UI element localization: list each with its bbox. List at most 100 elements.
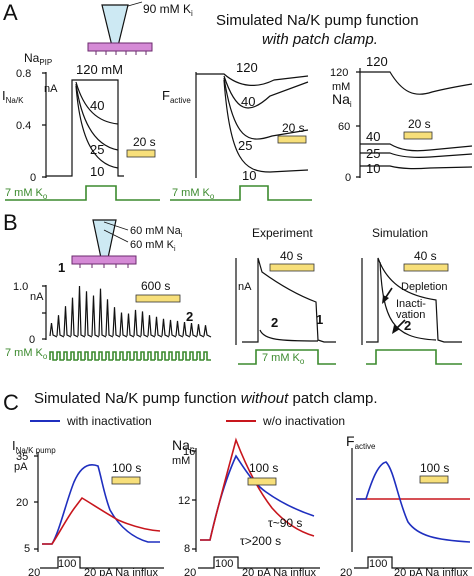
c2-protocol-a: 20: [184, 567, 196, 576]
b1-ytick: 0: [29, 334, 35, 346]
b3-trace-2: [379, 261, 437, 341]
c1-ytick: 5: [24, 543, 30, 555]
c2-ylabel: Nai: [172, 437, 192, 455]
b1-protocol-pulse: [154, 351, 162, 361]
c1-ylabel: INa/K pump: [12, 438, 56, 455]
b3-annot-inactivation2: vation: [396, 309, 425, 321]
a1-trace-40: [75, 81, 119, 125]
b1-spike: [56, 315, 65, 338]
b1-protocol-pulse: [63, 351, 71, 361]
b1-spike: [126, 313, 135, 338]
a2-trace-10: [223, 79, 309, 173]
b1-protocol-pulse: [196, 351, 204, 361]
c1-protocol-b: 100: [58, 558, 76, 570]
a1-trace-25: [75, 83, 119, 151]
a1-trace-120: [46, 79, 124, 177]
a3-label-25: 25: [366, 146, 380, 161]
c1-scale-label: 100 s: [112, 461, 141, 475]
b1-spike-train: [49, 285, 212, 338]
c1-yunit: pA: [14, 461, 28, 473]
b2-scale-label: 40 s: [280, 249, 303, 263]
c-protocols: 20 100 20 pA Na influx 20 100 20 pA Na i…: [28, 556, 472, 576]
b3-annot-2: 2: [404, 318, 411, 333]
panel-c: C Simulated Na/K pump function without p…: [3, 390, 472, 576]
b1-spike: [49, 323, 58, 338]
a1-green-label: 7 mM Ko: [5, 187, 48, 201]
a1-axis: [42, 72, 47, 178]
b1-green-label: 7 mM Ko: [5, 347, 48, 361]
panel-a-letter: A: [3, 0, 18, 25]
pipette-icon-a: [87, 1, 153, 55]
b1-protocol-pulse: [133, 351, 141, 361]
b2-title: Experiment: [252, 226, 313, 240]
c2-protocol-c: 20 pA Na influx: [242, 567, 316, 576]
c3-protocol-a: 20: [340, 567, 352, 576]
b3-scale-bar: [403, 263, 449, 272]
c1-axis: [34, 452, 39, 552]
c2-protocol: [198, 556, 320, 569]
legend: with inactivation w/o inactivation: [30, 414, 345, 428]
b1-spike: [203, 325, 212, 338]
b3-annot-inactivation1: Inacti-: [396, 298, 426, 310]
b1-spike: [105, 299, 114, 338]
b3-trace: [366, 257, 462, 343]
chart-b1: 1.0 0 nA 1 2 600 s 7 mM Ko: [5, 260, 212, 361]
b1-protocol-pulse: [203, 351, 211, 361]
a2-label-10: 10: [242, 168, 256, 183]
a2-trace-120: [196, 73, 309, 86]
c2-scale-bar: [247, 477, 277, 486]
b1-protocol-pulse: [105, 351, 113, 361]
a2-scale-bar: [277, 135, 307, 144]
c3-scale-bar: [419, 475, 449, 484]
panel-a-title: Simulated Na/K pump function: [216, 12, 419, 29]
b1-protocol-pulse: [175, 351, 183, 361]
chart-c2: Nai mM 16 12 8 τ~90 s τ>200 s 100 s: [172, 437, 315, 555]
panel-a-subtitle: with patch clamp.: [262, 31, 378, 48]
a3-yunit: mM: [332, 81, 350, 93]
c1-ytick: 20: [16, 497, 28, 509]
b3-green-protocol: [366, 349, 462, 365]
b1-protocol-pulse: [168, 351, 176, 361]
b1-protocol-pulse: [49, 351, 57, 361]
a3-trace-10: [360, 165, 473, 170]
c3-protocol-c: 20 pA Na influx: [394, 567, 468, 576]
c2-annot-blue: τ~90 s: [268, 516, 302, 530]
a1-label-40: 40: [90, 98, 104, 113]
b1-spike: [182, 321, 191, 338]
b2-trace-2: [259, 329, 319, 342]
b1-protocol-pulse: [189, 351, 197, 361]
a3-scale-label: 20 s: [408, 117, 431, 131]
b1-spike: [84, 291, 93, 338]
b1-scale-bar: [135, 294, 181, 303]
b1-protocol-pulse: [91, 351, 99, 361]
c1-protocol-c: 20 pA Na influx: [84, 567, 158, 576]
b1-spike: [63, 306, 72, 338]
b1-protocol-pulse: [140, 351, 148, 361]
a3-ylabel: Nai: [332, 91, 352, 109]
b1-annot-2: 2: [186, 309, 193, 324]
a1-ytick: 0: [30, 172, 36, 184]
panel-b: B 60 mM Nai 60 mM Ki 1.0 0 nA 1 2 600 s …: [3, 210, 462, 366]
a1-trace-10: [75, 85, 119, 169]
b1-yunit: nA: [30, 291, 44, 303]
b1-protocol-pulse: [56, 351, 64, 361]
c1-scale-bar: [111, 476, 141, 485]
a2-scale-label: 20 s: [282, 121, 305, 135]
panel-b-letter: B: [3, 210, 18, 235]
a3-label-120: 120: [366, 54, 388, 69]
c2-annot-red: τ>200 s: [240, 534, 281, 548]
a1-scale-label: 20 s: [133, 135, 156, 149]
b1-spike: [112, 307, 121, 338]
a3-label-10: 10: [366, 161, 380, 176]
chart-c3: Factive 100 s: [346, 433, 471, 552]
a1-scale-bar: [126, 149, 156, 158]
pipette-label-b2: 60 mM Ki: [130, 239, 176, 253]
panel-a: A 90 mM Ki Simulated Na/K pump function …: [2, 0, 473, 201]
chart-a1: INa/K nA 0.8 0.4 0 120 mM 40 25 10 20 s …: [2, 62, 160, 201]
b2-annot-1: 1: [316, 312, 323, 327]
pipette-icon-b: [71, 219, 137, 268]
a3-label-40: 40: [366, 129, 380, 144]
c2-ytick: 8: [184, 543, 190, 555]
b1-spike: [168, 319, 177, 338]
